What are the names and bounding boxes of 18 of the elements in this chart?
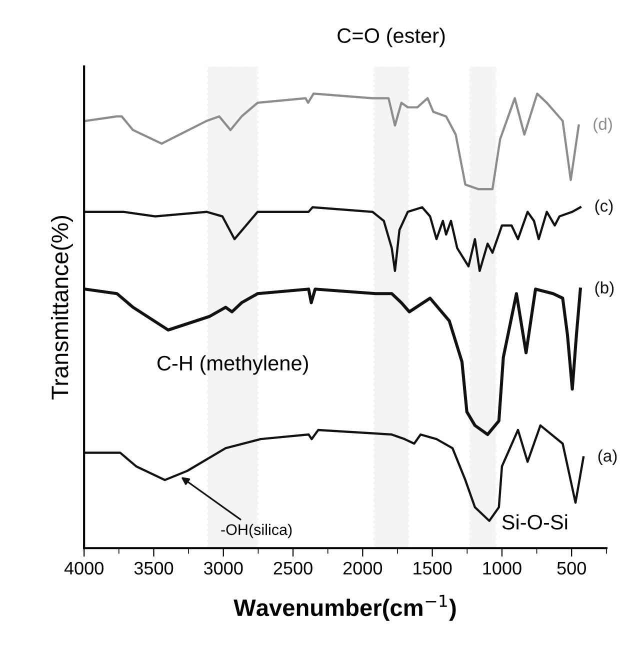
- x-tick-label: 2000: [343, 562, 382, 575]
- y-axis-title: Transmittance(%): [50, 216, 73, 400]
- series-label: (d): [594, 118, 612, 134]
- x-tick-label: 3000: [204, 562, 243, 575]
- band-label: Si-O-Si: [502, 514, 568, 530]
- x-tick-label: 2500: [274, 562, 312, 575]
- x-tick-label: 3500: [134, 562, 174, 575]
- band-label: C=O (ester): [338, 28, 445, 48]
- x-tick-label: 500: [557, 562, 586, 575]
- annotation: -OH(silica): [221, 524, 292, 538]
- x-tick-label: 1500: [414, 562, 452, 575]
- x-tick-label: 1000: [483, 562, 522, 575]
- series-label: (a): [598, 449, 617, 466]
- series-label: (b): [595, 281, 614, 297]
- x-axis-title: Wavenumber(cm$^{−1}$): [234, 594, 456, 621]
- band-label: C-H (methylene): [158, 355, 308, 375]
- series-label: (c): [595, 200, 613, 216]
- x-tick-label: 4000: [64, 562, 104, 575]
